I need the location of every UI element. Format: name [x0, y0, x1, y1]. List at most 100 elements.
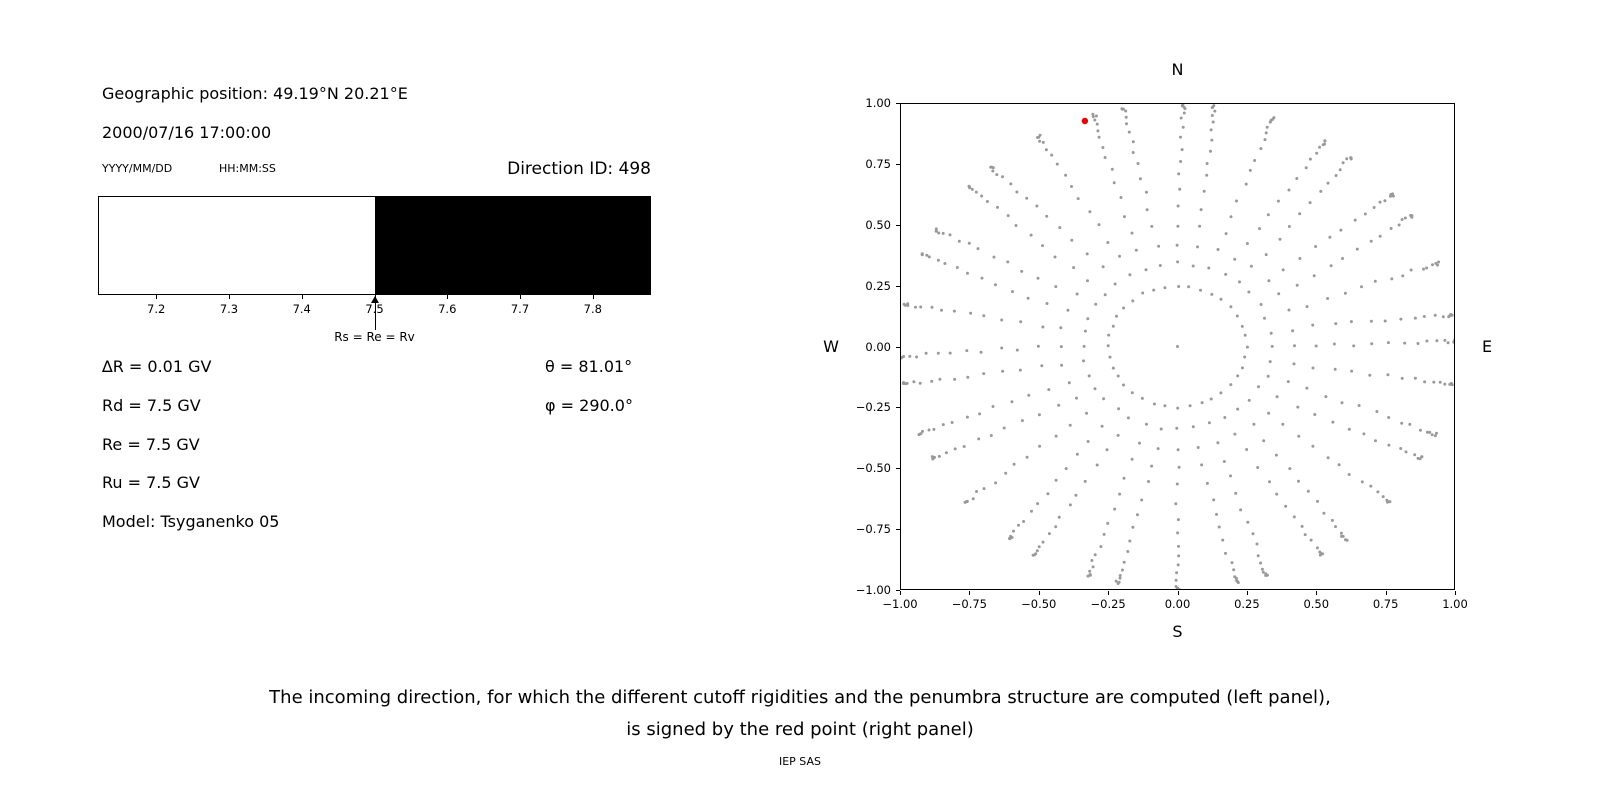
asymptotic-direction-dot: [1387, 416, 1391, 419]
asymptotic-direction-dot: [1180, 104, 1184, 108]
asymptotic-direction-dot: [1020, 419, 1024, 423]
asymptotic-direction-dot: [943, 262, 947, 265]
asymptotic-direction-dot: [1252, 422, 1256, 426]
y-tick-label: 1.00: [865, 96, 891, 110]
asymptotic-direction-dot: [1123, 215, 1126, 219]
asymptotic-direction-dot: [1036, 344, 1040, 348]
asymptotic-direction-dot: [1122, 476, 1126, 480]
inner-ring-dot: [1229, 383, 1233, 387]
asymptotic-direction-dot: [1181, 125, 1185, 129]
asymptotic-direction-dot: [967, 241, 971, 245]
asymptotic-direction-dot: [912, 380, 916, 384]
asymptotic-direction-dot: [1059, 345, 1063, 349]
asymptotic-direction-dot: [1292, 515, 1296, 519]
asymptotic-direction-dot: [1213, 109, 1217, 113]
asymptotic-direction-dot: [1215, 512, 1218, 516]
asymptotic-direction-dot: [1251, 532, 1255, 536]
asymptotic-direction-dot: [1000, 318, 1004, 322]
asymptotic-direction-dot: [1147, 480, 1150, 483]
compass-label-north: N: [1171, 60, 1184, 79]
caption-line-2: is signed by the red point (right panel): [626, 719, 974, 740]
inner-ring-dot: [1108, 355, 1112, 359]
asymptotic-direction-dot: [1095, 122, 1099, 126]
asymptotic-direction-dot: [1001, 175, 1005, 179]
asymptotic-direction-dot: [938, 377, 942, 381]
asymptotic-direction-dot: [948, 351, 952, 355]
selected-direction-red-point: [1081, 117, 1089, 125]
y-tick-label: −0.75: [855, 522, 891, 537]
asymptotic-direction-dot: [980, 276, 984, 280]
asymptotic-direction-dot: [1041, 325, 1045, 329]
asymptotic-direction-dot: [1091, 565, 1095, 569]
asymptotic-direction-dot: [1340, 401, 1344, 405]
asymptotic-direction-dot: [1256, 554, 1260, 558]
asymptotic-direction-dot: [1224, 551, 1227, 555]
asymptotic-direction-dot: [1297, 434, 1301, 438]
asymptotic-direction-dot: [1074, 493, 1078, 497]
asymptotic-direction-dot: [1247, 398, 1251, 402]
asymptotic-direction-dot: [969, 311, 973, 315]
asymptotic-direction-dot: [1036, 502, 1040, 506]
asymptotic-direction-dot: [1399, 447, 1403, 450]
asymptotic-direction-dot: [1114, 579, 1118, 583]
asymptotic-direction-dot: [1263, 138, 1267, 142]
asymptotic-direction-dot: [1275, 492, 1279, 496]
asymptotic-direction-dot: [1253, 159, 1257, 162]
asymptotic-direction-dot: [1046, 492, 1050, 496]
asymptotic-direction-dot: [1117, 407, 1121, 411]
asymptotic-direction-dot: [1363, 212, 1367, 216]
asymptotic-direction-dot: [1118, 576, 1122, 580]
asymptotic-direction-dot: [1179, 160, 1183, 163]
asymptotic-direction-dot: [1009, 182, 1013, 186]
asymptotic-direction-dot: [1339, 531, 1343, 535]
asymptotic-direction-dot: [1277, 292, 1281, 296]
asymptotic-direction-dot: [1269, 331, 1273, 335]
asymptotic-direction-dot: [1055, 162, 1059, 166]
asymptotic-direction-dot: [1126, 416, 1130, 420]
asymptotic-direction-dot: [1075, 396, 1078, 400]
asymptotic-direction-dot: [994, 481, 998, 485]
asymptotic-direction-dot: [1175, 426, 1179, 430]
asymptotic-direction-dot: [1001, 369, 1005, 373]
y-tick-mark: [896, 163, 900, 165]
asymptotic-direction-dot: [1311, 323, 1315, 327]
asymptotic-direction-dot: [1196, 446, 1200, 449]
asymptotic-direction-dot: [962, 445, 966, 448]
asymptotic-direction-dot: [1329, 264, 1333, 268]
asymptotic-direction-dot: [1025, 196, 1029, 200]
asymptotic-direction-dot: [948, 233, 952, 237]
x-tick-mark: [592, 295, 594, 299]
asymptotic-direction-dot: [982, 314, 986, 318]
asymptotic-direction-dot: [915, 355, 919, 359]
asymptotic-direction-dot: [1383, 319, 1387, 323]
asymptotic-direction-dot: [1360, 285, 1363, 289]
asymptotic-direction-dot: [1216, 441, 1220, 445]
asymptotic-direction-dot: [1136, 513, 1139, 517]
asymptotic-direction-dot: [1060, 363, 1064, 367]
asymptotic-direction-dot: [966, 271, 969, 275]
asymptotic-direction-dot: [1315, 546, 1319, 550]
asymptotic-direction-dot: [1015, 348, 1019, 352]
asymptotic-direction-dot: [1258, 227, 1261, 231]
asymptotic-direction-dot: [1300, 524, 1304, 528]
asymptotic-direction-dot: [1176, 260, 1180, 264]
asymptotic-direction-dot: [1006, 214, 1010, 218]
x-tick-label: 1.00: [1442, 597, 1468, 611]
asymptotic-direction-dot: [1087, 374, 1091, 378]
asymptotic-direction-dot: [1400, 421, 1404, 425]
asymptotic-direction-dot: [1044, 148, 1048, 152]
asymptotic-direction-dot: [1341, 534, 1345, 538]
direction-map-plot: [900, 103, 1455, 590]
asymptotic-direction-dot: [1054, 478, 1058, 482]
asymptotic-direction-dot: [1099, 545, 1103, 549]
asymptotic-direction-dot: [1064, 173, 1068, 177]
asymptotic-direction-dot: [1130, 231, 1134, 235]
asymptotic-direction-dot: [1403, 216, 1407, 220]
asymptotic-direction-dot: [1324, 395, 1328, 399]
inner-ring-dot: [1240, 324, 1244, 328]
asymptotic-direction-dot: [1349, 157, 1353, 161]
asymptotic-direction-dot: [965, 349, 969, 353]
asymptotic-direction-dot: [1041, 140, 1045, 144]
asymptotic-direction-dot: [1058, 226, 1062, 230]
asymptotic-direction-dot: [1436, 263, 1439, 267]
